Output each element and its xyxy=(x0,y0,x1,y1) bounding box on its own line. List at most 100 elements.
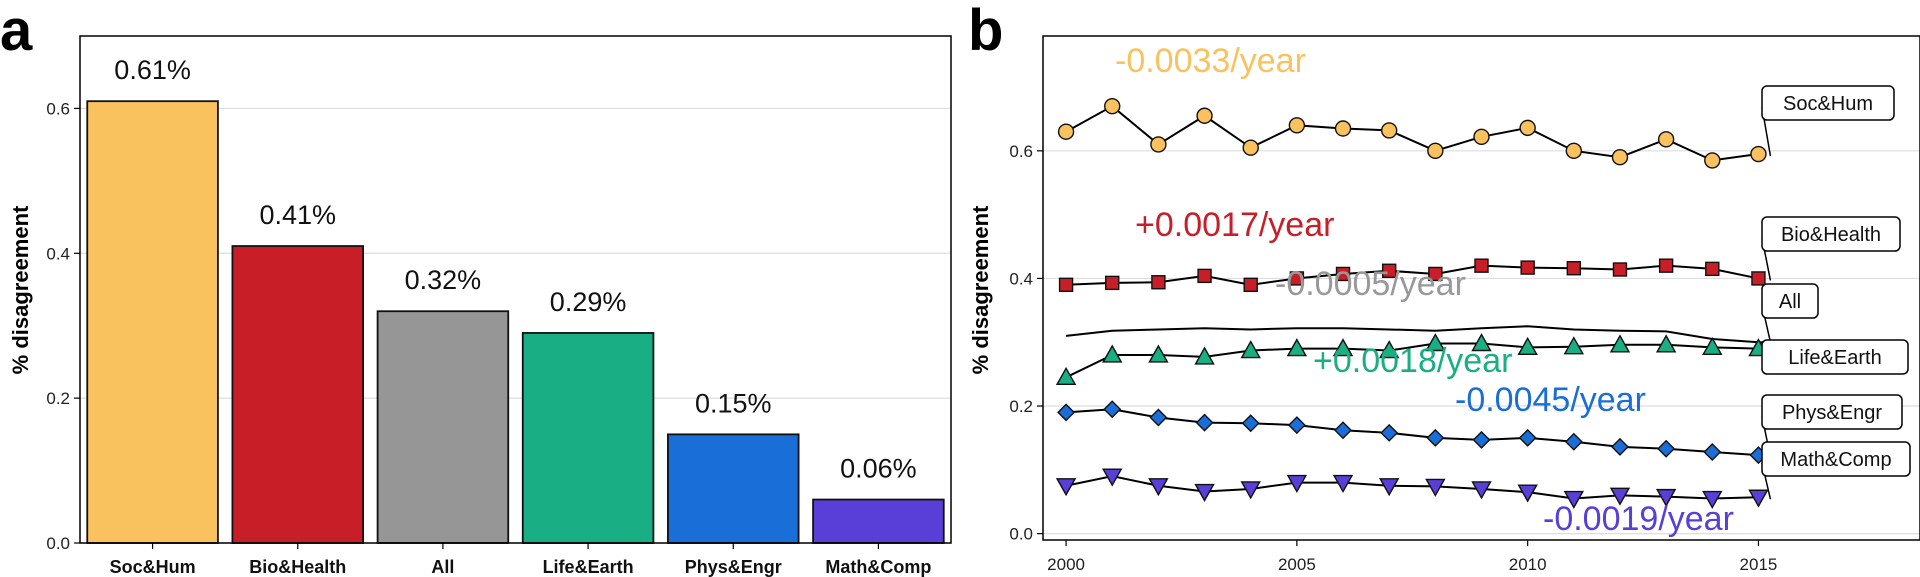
panel-a-x-ticks: Soc&Hum Bio&Health All Life&Earth Phys&Engr M… xyxy=(110,543,931,577)
series-line-life-earth xyxy=(1065,342,1759,379)
category-label-life-earth: Life&Earth xyxy=(543,557,634,577)
data-point-phys-engr-2004 xyxy=(1241,414,1260,433)
data-point-phys-engr-2009 xyxy=(1472,430,1491,449)
bar-math-comp xyxy=(812,498,945,544)
data-point-math-comp-2008 xyxy=(1425,478,1446,497)
panel-b-slope-labels: -0.0033/year +0.0017/year -0.0005/year +0.0… xyxy=(1115,42,1734,538)
data-point-phys-engr-2012 xyxy=(1610,437,1629,456)
data-point-math-comp-2000 xyxy=(1055,478,1077,497)
data-point-soc-hum-2009 xyxy=(1473,128,1490,146)
data-point-soc-hum-2012 xyxy=(1611,149,1629,166)
category-label-math-comp: Math&Comp xyxy=(825,557,931,577)
bar-bio-health xyxy=(231,245,364,544)
data-point-phys-engr-2002 xyxy=(1149,408,1168,427)
data-point-life-earth-2006 xyxy=(1332,338,1354,357)
data-point-phys-engr-2001 xyxy=(1103,400,1122,419)
data-point-soc-hum-2008 xyxy=(1427,142,1444,160)
data-point-bio-health-2009 xyxy=(1474,258,1489,273)
series-math-comp xyxy=(1055,468,1769,509)
bar-data-label-life-earth: 0.29% xyxy=(550,287,627,317)
data-point-bio-health-2004 xyxy=(1243,277,1258,293)
data-point-bio-health-2015 xyxy=(1751,271,1766,286)
slope-label-soc-hum: -0.0033/year xyxy=(1115,42,1306,80)
data-point-math-comp-2015 xyxy=(1748,489,1769,508)
data-point-soc-hum-2005 xyxy=(1288,117,1306,134)
slope-label-all: -0.0005/year xyxy=(1275,265,1466,303)
data-point-math-comp-2006 xyxy=(1332,474,1354,494)
line-chart-panel-b: -0.0033/year +0.0017/year -0.0005/year +0.0… xyxy=(968,35,1920,574)
panel-b-y-tick-label: 0.0 xyxy=(1009,525,1033,544)
data-point-life-earth-2007 xyxy=(1378,340,1400,359)
data-point-bio-health-2007 xyxy=(1381,263,1397,278)
data-point-math-comp-2001 xyxy=(1102,468,1123,487)
data-point-soc-hum-2006 xyxy=(1334,120,1352,137)
data-point-bio-health-2011 xyxy=(1566,261,1582,276)
series-label-box-phys-engr xyxy=(1761,394,1903,430)
bar-soc-hum xyxy=(86,100,219,544)
series-label-box-life-earth xyxy=(1761,339,1909,375)
data-point-math-comp-2013 xyxy=(1655,488,1677,508)
data-point-bio-health-2001 xyxy=(1105,275,1120,291)
data-point-soc-hum-2014 xyxy=(1704,152,1721,169)
data-point-bio-health-2005 xyxy=(1289,271,1305,286)
series-line-phys-engr xyxy=(1066,408,1759,457)
panel-a-frame xyxy=(79,35,952,544)
data-point-bio-health-2006 xyxy=(1335,266,1351,282)
series-line-soc-hum xyxy=(1065,104,1759,162)
data-point-phys-engr-2008 xyxy=(1426,428,1445,447)
panel-b-letter: b xyxy=(968,0,1003,63)
data-point-math-comp-2005 xyxy=(1286,474,1308,494)
series-label-all: All xyxy=(1779,291,1801,313)
panel-b-x-tick-label: 2000 xyxy=(1047,555,1085,574)
bar-data-label-bio-health: 0.41% xyxy=(259,200,336,230)
slope-label-math-comp: -0.0019/year xyxy=(1543,500,1734,538)
series-line-math-comp xyxy=(1065,475,1759,500)
data-point-bio-health-2012 xyxy=(1612,262,1628,277)
data-point-life-earth-2009 xyxy=(1471,333,1492,352)
data-point-bio-health-2002 xyxy=(1151,275,1166,290)
data-point-soc-hum-2011 xyxy=(1565,142,1583,160)
data-point-life-earth-2008 xyxy=(1425,333,1446,352)
series-label-box-bio-health xyxy=(1761,216,1901,252)
data-point-life-earth-2013 xyxy=(1655,334,1677,353)
series-all xyxy=(1065,325,1809,344)
slope-label-phys-engr: -0.0045/year xyxy=(1455,381,1646,419)
data-point-math-comp-2012 xyxy=(1609,487,1631,506)
panel-b-y-tick-label: 0.4 xyxy=(1009,269,1033,288)
data-point-soc-hum-2013 xyxy=(1657,131,1675,148)
data-point-math-comp-2014 xyxy=(1702,490,1723,509)
panel-b-y-axis-label: % disagreement xyxy=(968,205,993,374)
data-point-bio-health-2010 xyxy=(1520,260,1535,275)
panel-a-y-tick-label: 0.0 xyxy=(46,534,70,553)
category-label-bio-health: Bio&Health xyxy=(249,557,346,577)
data-point-life-earth-2001 xyxy=(1102,344,1123,363)
panel-b-y-ticks: 0.0 0.2 0.4 0.6 xyxy=(1009,142,1043,544)
series-phys-engr xyxy=(1057,400,1768,465)
data-point-soc-hum-2003 xyxy=(1196,107,1213,124)
panel-b-series-labels: Soc&Hum Bio&Health All Life&Earth Phys&Engr M… xyxy=(1761,85,1911,500)
series-line-all xyxy=(1065,325,1809,344)
category-label-phys-engr: Phys&Engr xyxy=(685,557,782,577)
data-point-math-comp-2004 xyxy=(1240,481,1261,500)
data-point-life-earth-2014 xyxy=(1702,336,1723,356)
bar-all xyxy=(376,310,510,544)
panel-a-y-ticks: 0.0 0.2 0.4 0.6 xyxy=(46,99,80,553)
slope-label-life-earth: +0.0018/year xyxy=(1313,342,1512,380)
data-point-life-earth-2004 xyxy=(1240,340,1261,359)
slope-label-bio-health: +0.0017/year xyxy=(1135,206,1334,244)
data-point-math-comp-2010 xyxy=(1517,484,1538,503)
data-point-life-earth-2010 xyxy=(1517,336,1538,356)
panel-a-y-axis-label: % disagreement xyxy=(8,205,33,374)
data-point-soc-hum-2007 xyxy=(1380,122,1398,139)
data-point-soc-hum-2001 xyxy=(1104,97,1121,115)
category-label-soc-hum: Soc&Hum xyxy=(110,557,196,577)
series-label-box-all xyxy=(1761,283,1819,319)
data-point-math-comp-2002 xyxy=(1148,478,1169,497)
bar-phys-engr xyxy=(667,433,800,544)
bar-data-label-soc-hum: 0.61% xyxy=(114,55,191,85)
data-point-math-comp-2011 xyxy=(1563,490,1585,509)
data-point-soc-hum-2010 xyxy=(1519,119,1536,137)
data-point-life-earth-2003 xyxy=(1194,346,1215,365)
series-label-math-comp: Math&Comp xyxy=(1780,449,1891,471)
bar-chart-panel-a: 0.61% 0.41% 0.32% 0.29% 0.15% 0.06% 0.0 0.2 0.4… xyxy=(8,35,952,577)
